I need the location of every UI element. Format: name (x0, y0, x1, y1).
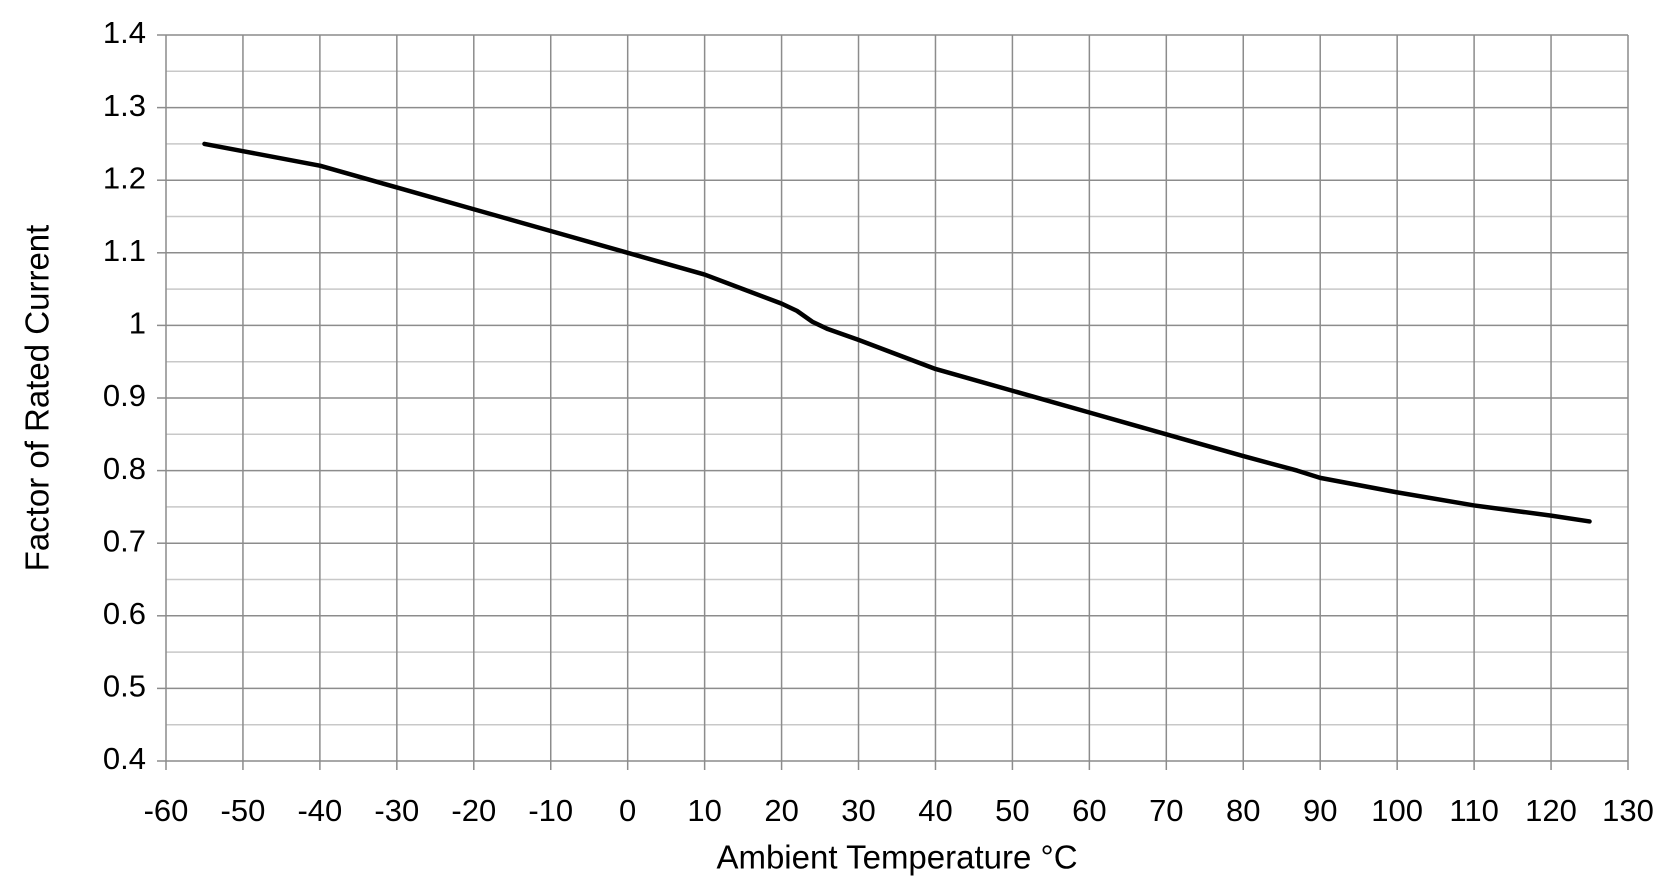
x-tick-label: 50 (995, 793, 1029, 828)
x-tick-label: 110 (1449, 793, 1498, 828)
x-tick-label: 30 (841, 793, 875, 828)
x-axis-title: Ambient Temperature °C (716, 839, 1077, 876)
x-tick-label: 80 (1226, 793, 1260, 828)
x-tick-label: 10 (687, 793, 721, 828)
x-tick-label: 120 (1525, 793, 1577, 828)
y-tick-label: 0.6 (103, 596, 146, 631)
x-tick-label: -10 (528, 793, 573, 828)
y-tick-label: 0.8 (103, 451, 146, 486)
x-tick-label: -50 (221, 793, 266, 828)
y-axis-title: Factor of Rated Current (19, 225, 56, 572)
x-tick-label: 0 (619, 793, 636, 828)
y-tick-label: 0.4 (103, 741, 146, 776)
y-tick-label: 0.9 (103, 378, 146, 413)
x-tick-label: 100 (1371, 793, 1423, 828)
data-line (202, 141, 1592, 524)
y-tick-label: 1.2 (103, 160, 146, 195)
y-tick-label: 1.1 (103, 233, 146, 268)
x-tick-label: 20 (764, 793, 798, 828)
y-tick-label: 1.4 (103, 15, 146, 50)
y-tick-label: 1.3 (103, 88, 146, 123)
x-tick-label: 130 (1602, 793, 1654, 828)
y-tick-label: 1 (129, 306, 146, 341)
x-tick-label: 70 (1149, 793, 1183, 828)
x-tick-label: -40 (297, 793, 342, 828)
x-tick-label: 90 (1303, 793, 1337, 828)
x-tick-label: -30 (374, 793, 419, 828)
y-tick-label: 0.5 (103, 669, 146, 704)
y-tick-label: 0.7 (103, 523, 146, 558)
x-tick-label: -60 (144, 793, 189, 828)
x-tick-label: 60 (1072, 793, 1106, 828)
x-tick-label: 40 (918, 793, 952, 828)
x-tick-label: -20 (451, 793, 496, 828)
